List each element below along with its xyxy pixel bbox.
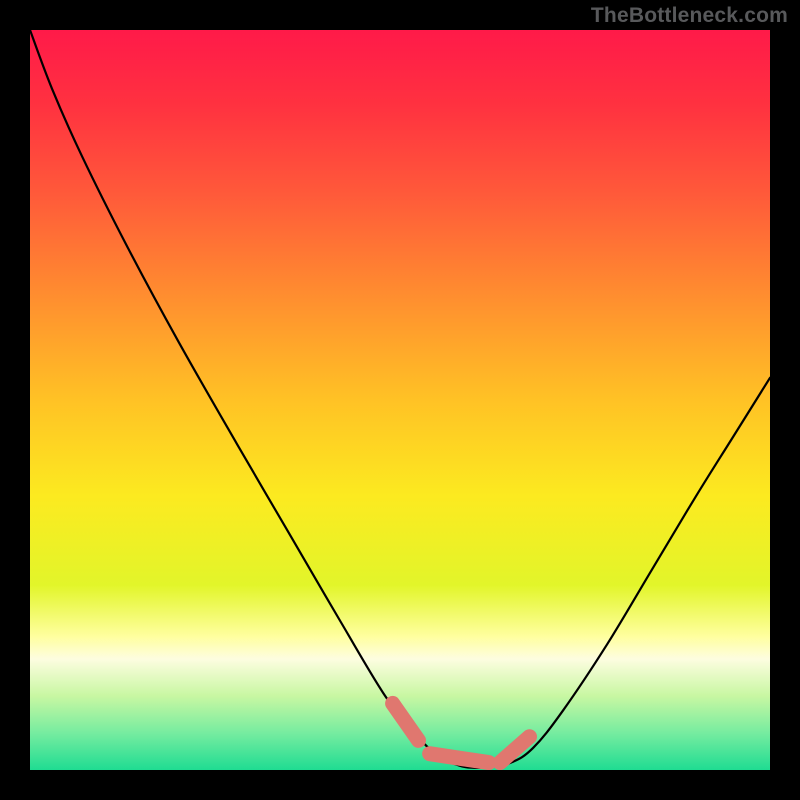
gradient-background <box>30 30 770 770</box>
gradient-plot <box>30 30 770 770</box>
plot-svg <box>30 30 770 770</box>
highlight-segment-1 <box>430 754 489 763</box>
watermark-text: TheBottleneck.com <box>591 4 788 28</box>
